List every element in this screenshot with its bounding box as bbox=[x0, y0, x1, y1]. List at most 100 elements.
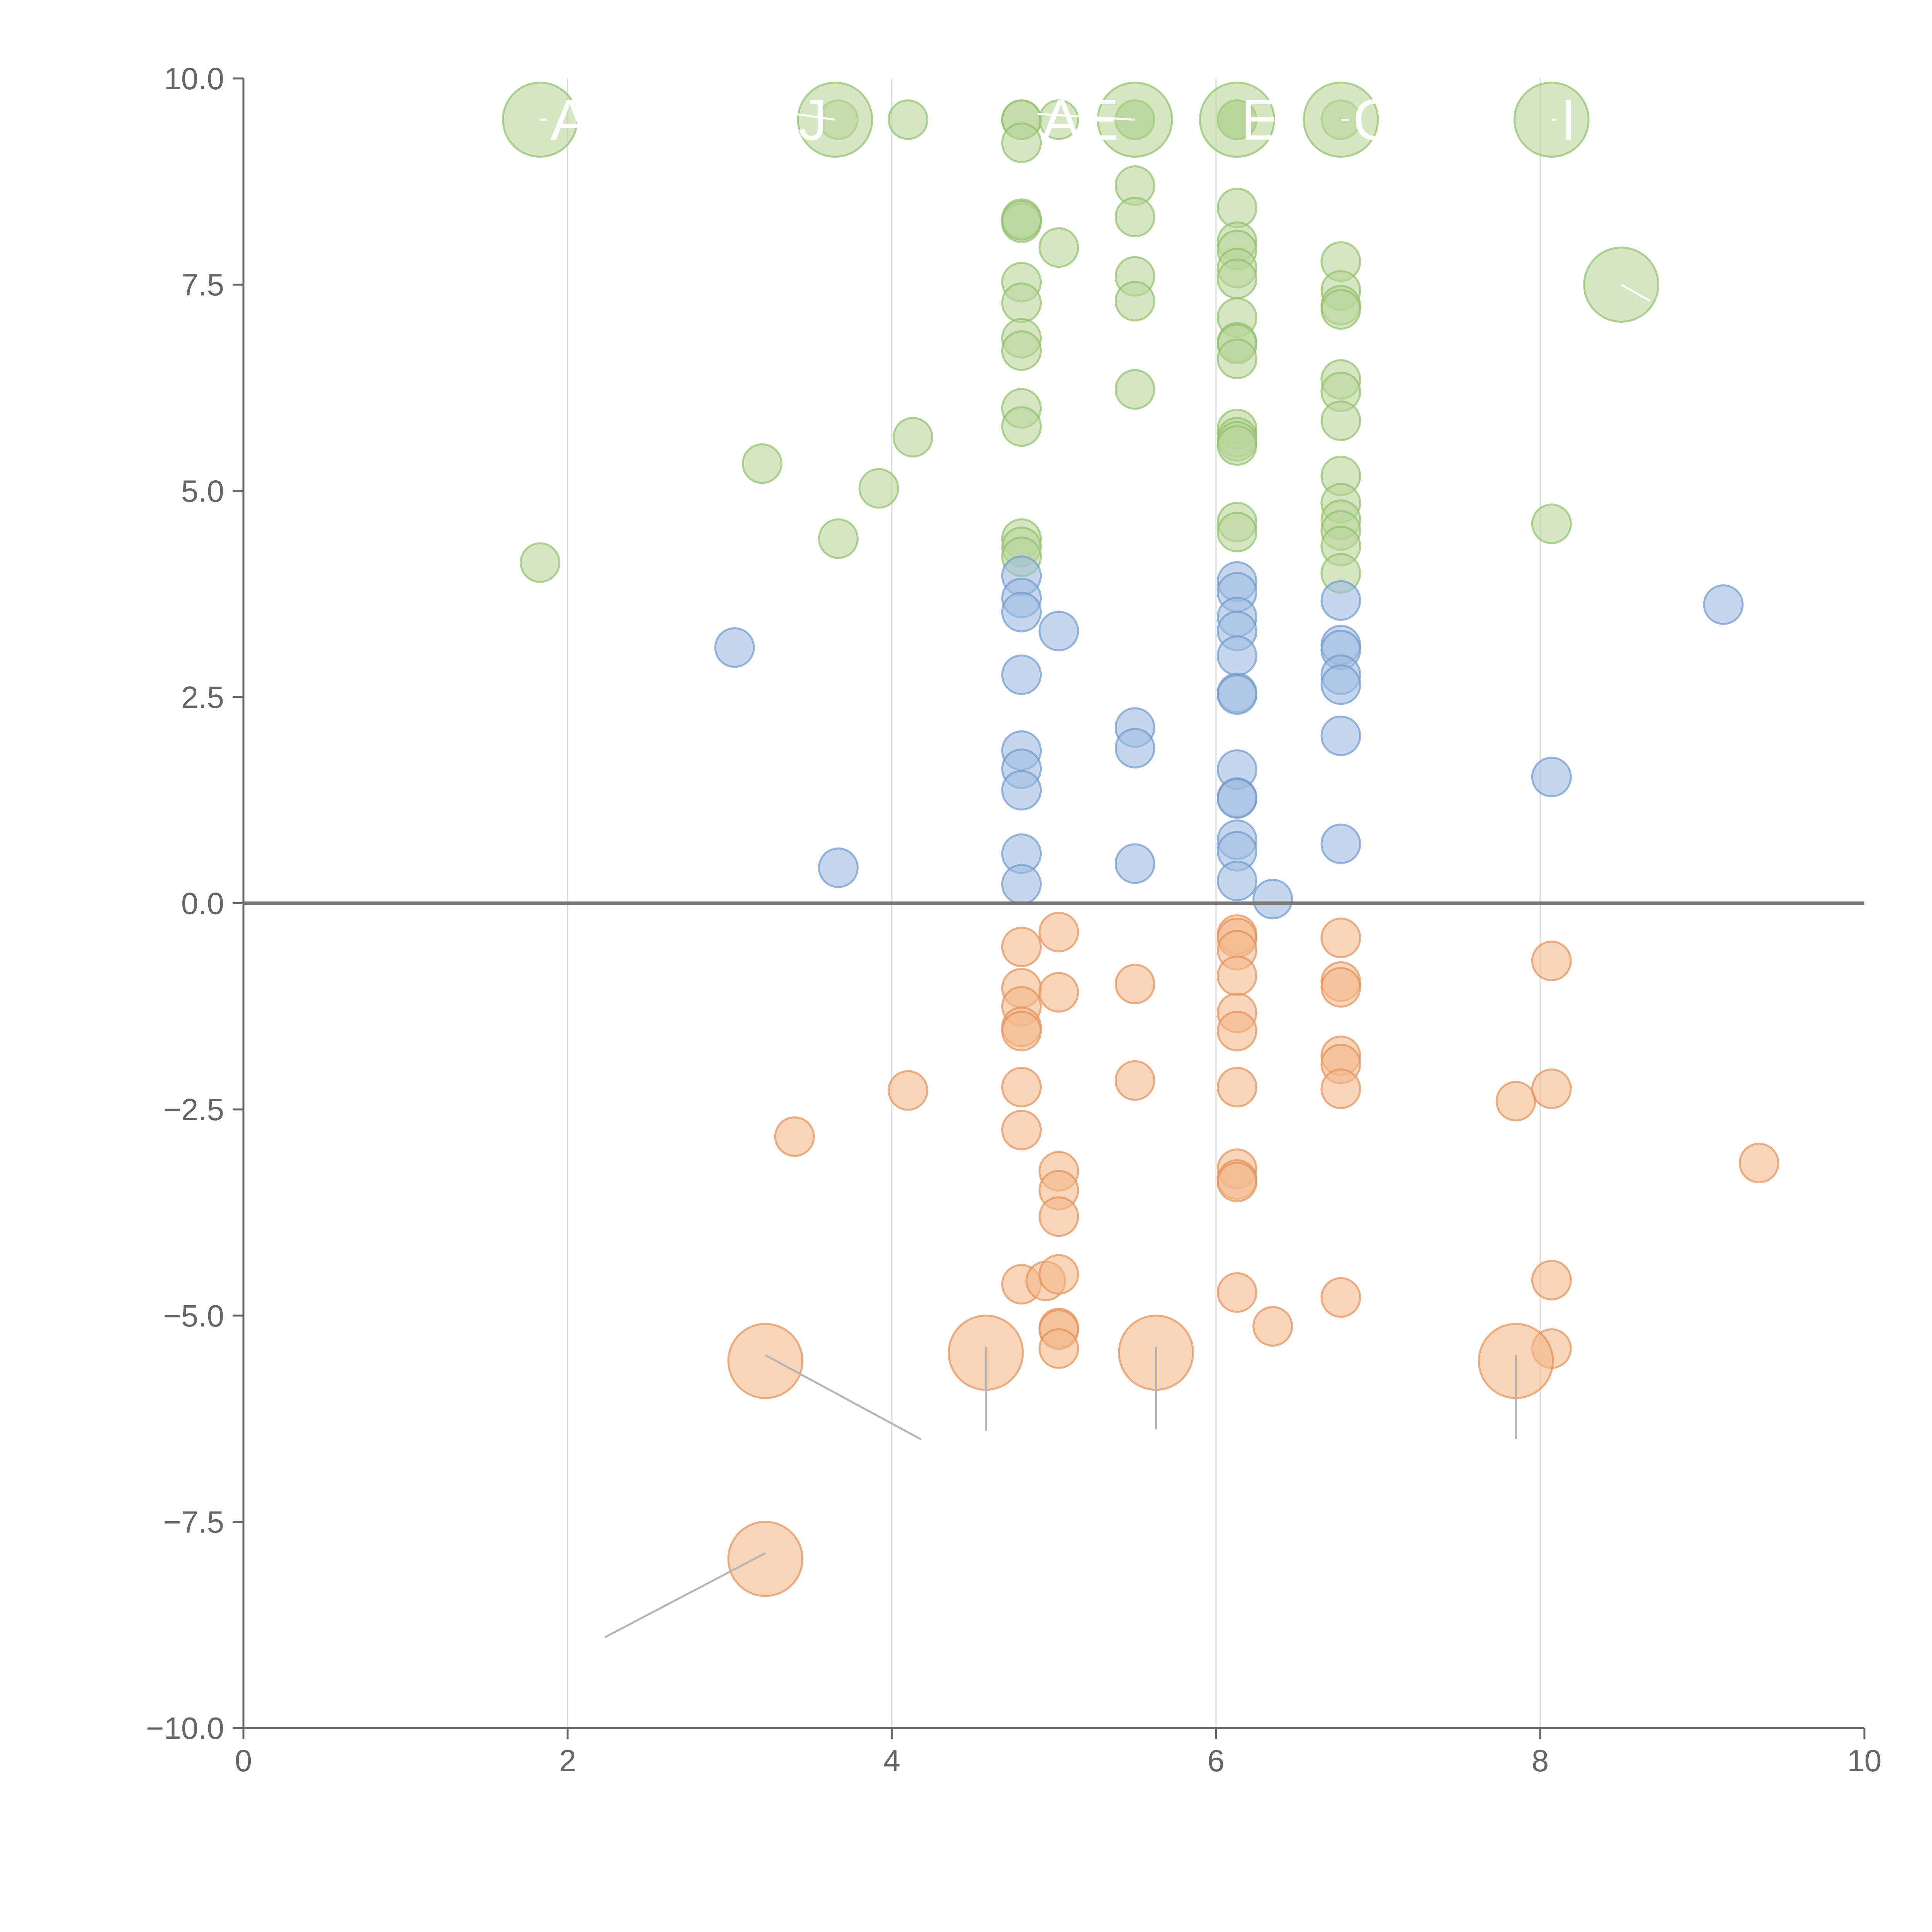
blue-point bbox=[1703, 584, 1744, 625]
orange-point bbox=[1001, 1066, 1042, 1107]
highlighted-point bbox=[727, 1520, 804, 1597]
orange-point bbox=[888, 1070, 929, 1111]
blue-point bbox=[1320, 823, 1361, 864]
blue-point bbox=[1001, 654, 1042, 695]
axes bbox=[242, 78, 1864, 1729]
x-tick-label: 10 bbox=[1847, 1743, 1882, 1778]
axis-ticks: 0 2 4 6 8 10 10.0 7.5 5.0 2.5 0.0 −2.5 −5.0 −7.5 −10.0 bbox=[146, 61, 1882, 1778]
green-point bbox=[1038, 227, 1079, 268]
green-point bbox=[1217, 259, 1258, 299]
green-point bbox=[1320, 400, 1361, 441]
orange-point bbox=[1495, 1081, 1536, 1122]
orange-point bbox=[1217, 955, 1258, 996]
green-point bbox=[1001, 282, 1042, 323]
blue-point bbox=[1114, 843, 1155, 884]
callout-leader-line bbox=[765, 1354, 922, 1440]
y-tick-label: 7.5 bbox=[181, 268, 224, 302]
orange-point bbox=[774, 1116, 815, 1157]
green-point bbox=[1114, 281, 1155, 321]
green-point bbox=[1114, 197, 1155, 238]
blue-point bbox=[1217, 674, 1258, 715]
green-point bbox=[1001, 122, 1042, 163]
orange-point bbox=[1217, 1010, 1258, 1051]
blue-point bbox=[1320, 715, 1361, 756]
callout-label: I bbox=[1560, 87, 1577, 152]
callout-label: J bbox=[798, 87, 827, 152]
blue-point bbox=[1252, 879, 1293, 920]
blue-point bbox=[1531, 757, 1572, 798]
orange-point bbox=[1217, 1162, 1258, 1202]
orange-point bbox=[1114, 964, 1155, 1005]
y-tick-label: 2.5 bbox=[181, 680, 224, 714]
orange-point bbox=[1038, 972, 1079, 1013]
callout-leader-line bbox=[794, 113, 835, 121]
green-point bbox=[520, 542, 561, 583]
y-tick-label: −7.5 bbox=[163, 1505, 224, 1539]
green-point bbox=[888, 99, 929, 140]
blue-point bbox=[1038, 611, 1079, 651]
blue-point bbox=[1320, 664, 1361, 705]
blue-point bbox=[1001, 770, 1042, 811]
callout-label: A bbox=[550, 87, 589, 152]
highlighted-point bbox=[727, 1323, 804, 1399]
green-point bbox=[1001, 200, 1042, 241]
green-point bbox=[1320, 289, 1361, 330]
blue-point bbox=[1001, 592, 1042, 633]
x-tick-label: 8 bbox=[1532, 1743, 1549, 1778]
highlighted-points: A J AE E C I bbox=[502, 82, 1660, 1638]
highlighted-point bbox=[1199, 82, 1276, 158]
orange-point bbox=[1738, 1143, 1779, 1184]
y-tick-label: 0.0 bbox=[181, 886, 224, 921]
green-point bbox=[1038, 99, 1079, 140]
orange-point bbox=[1038, 1328, 1079, 1369]
orange-point bbox=[1531, 1260, 1572, 1301]
callout-leader-line bbox=[1621, 284, 1651, 302]
blue-point bbox=[1001, 864, 1042, 905]
x-tick-label: 4 bbox=[883, 1743, 901, 1778]
blue-point bbox=[1320, 580, 1361, 621]
orange-point bbox=[1252, 1306, 1293, 1347]
green-point bbox=[742, 443, 782, 484]
orange-point bbox=[1038, 1254, 1079, 1295]
orange-point bbox=[1217, 1066, 1258, 1107]
orange-point bbox=[1114, 1060, 1155, 1101]
y-tick-label: −5.0 bbox=[163, 1299, 224, 1333]
orange-point bbox=[1001, 927, 1042, 968]
orange-point bbox=[1001, 1010, 1042, 1051]
green-point bbox=[1001, 330, 1042, 371]
y-tick-label: 5.0 bbox=[181, 474, 224, 508]
green-point bbox=[893, 417, 934, 458]
x-tick-label: 0 bbox=[235, 1743, 252, 1778]
orange-point bbox=[1531, 1068, 1572, 1109]
callout-label: E bbox=[1241, 87, 1280, 152]
green-point bbox=[1114, 369, 1155, 410]
callout-leader-line bbox=[604, 1552, 766, 1638]
callout-label: C bbox=[1353, 87, 1395, 152]
callout-leader-line bbox=[1037, 113, 1135, 121]
green-point bbox=[1531, 503, 1572, 544]
blue-point bbox=[1217, 635, 1258, 676]
green-point bbox=[818, 518, 859, 559]
orange-point bbox=[1001, 1109, 1042, 1150]
blue-point bbox=[818, 847, 859, 888]
green-point bbox=[1217, 425, 1258, 466]
green-point bbox=[1217, 338, 1258, 379]
y-tick-label: 10.0 bbox=[164, 61, 224, 96]
orange-point bbox=[1217, 1272, 1258, 1313]
x-tick-label: 6 bbox=[1208, 1743, 1225, 1778]
green-point bbox=[1217, 512, 1258, 553]
y-tick-label: −2.5 bbox=[163, 1092, 224, 1127]
orange-point bbox=[1320, 917, 1361, 958]
blue-point bbox=[714, 627, 755, 668]
green-point bbox=[1217, 187, 1258, 228]
orange-point bbox=[1038, 912, 1079, 952]
y-tick-label: −10.0 bbox=[146, 1711, 224, 1745]
blue-point bbox=[1114, 728, 1155, 769]
x-tick-label: 2 bbox=[559, 1743, 577, 1778]
orange-point bbox=[1320, 1277, 1361, 1318]
blue-point bbox=[1217, 861, 1258, 901]
green-point bbox=[1001, 406, 1042, 447]
orange-point bbox=[1531, 940, 1572, 981]
